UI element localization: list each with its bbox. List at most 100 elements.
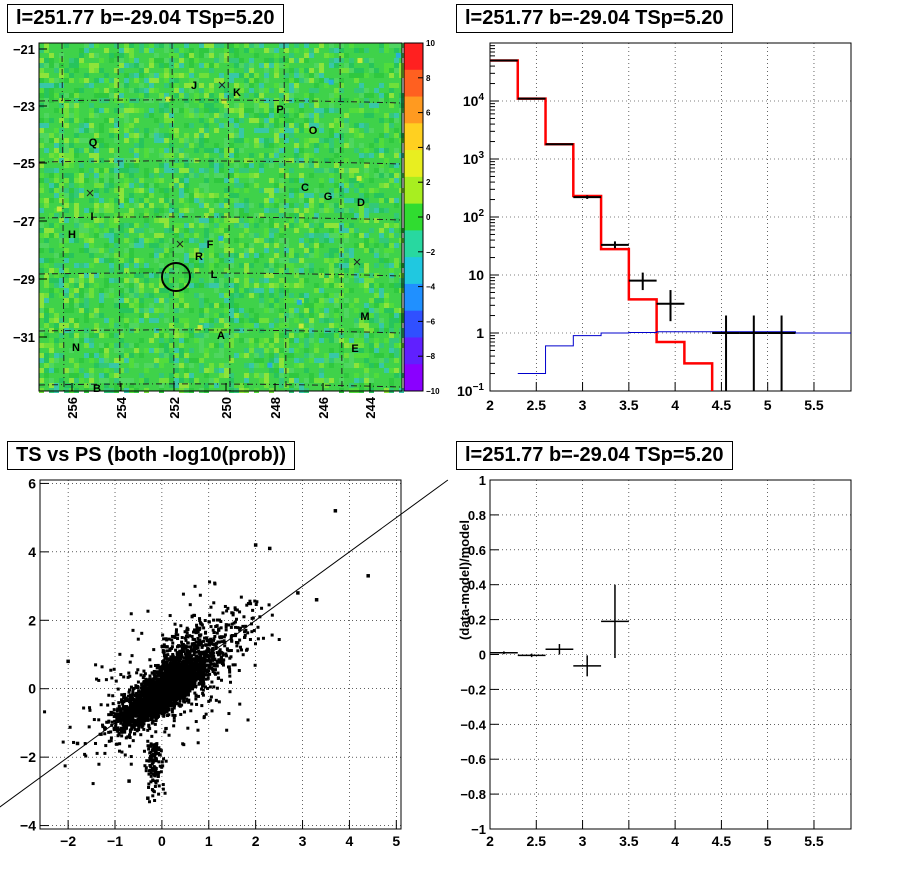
scatter-point [97,678,101,682]
scatter-point [119,721,123,725]
scatter-point [148,727,152,731]
scatter-point [255,600,259,604]
scatter-point [161,699,165,703]
scatter-point [196,741,200,745]
scatter-point [170,675,174,679]
scatter-point [217,650,221,654]
skymap-source-marker [176,240,184,248]
scatter-point [117,749,121,753]
scatter-point [154,759,158,763]
scatter-point [222,639,226,643]
scatter-point [146,739,150,743]
scatter-point [155,670,159,674]
scatter-point [244,624,248,628]
scatter-point [133,732,137,736]
scatter-point [110,720,114,724]
scatter-point [126,675,130,679]
skymap-grid-line [38,383,403,388]
scatter-point [152,790,156,794]
scatter-point [82,706,86,710]
scatter-point [184,644,188,648]
scatter-point [156,694,160,698]
scatter-point [115,718,119,722]
scatter-point [193,659,197,663]
scatter-point [198,651,202,655]
scatter-point [172,686,176,690]
scatter-point [196,668,200,672]
scatter-point [177,696,181,700]
scatter-point [181,693,185,697]
scatter-point [94,741,98,745]
scatter-point [160,672,164,676]
skymap-source-marker [353,258,361,266]
scatter-point [149,700,153,704]
scatter-point [116,712,120,716]
colorbar-tick-label: −10 [426,387,440,396]
scatter-point [104,678,108,682]
scatter-point [139,673,143,677]
scatter-point [182,664,186,668]
scatter-point [202,639,206,643]
scatter-point [101,723,105,727]
scatter-point [232,621,236,625]
scatter-point [250,616,254,620]
scatter-point [153,664,157,668]
scatter-point [134,684,138,688]
scatter-point [128,733,132,737]
scatter-point [197,677,201,681]
scatter-point [153,682,157,686]
scatter-point [143,702,147,706]
scatter-point [154,772,158,776]
scatter-point [165,660,169,664]
scatter-point [149,664,153,668]
scatter-point [196,663,200,667]
scatter-point [184,634,188,638]
scatter-point [200,640,204,644]
scatter-point [131,705,135,709]
scatter-point [186,635,190,639]
scatter-point [141,716,145,720]
scatter-point [154,719,158,723]
scatter-point [192,680,196,684]
scatter-point [121,705,125,709]
scatter-point [130,723,134,727]
scatter-point [131,628,135,632]
skymap-ytick-label: −25 [13,156,35,171]
scatter-point [124,715,128,719]
scatter-xtick-label: 4 [346,833,354,849]
scatter-point [174,688,178,692]
scatter-point [173,701,177,705]
scatter-point [143,695,147,699]
scatter-point [184,666,188,670]
scatter-point [188,672,192,676]
scatter-point [239,595,243,599]
scatter-point [140,687,144,691]
scatter-point [193,691,197,695]
scatter-point [146,698,150,702]
scatter-point [181,668,185,672]
scatter-point [190,642,194,646]
scatter-point [138,693,142,697]
scatter-point [107,730,111,734]
scatter-point [212,630,216,634]
scatter-point [120,750,124,754]
scatter-point [248,599,252,603]
scatter-point [184,646,188,650]
scatter-point [221,653,225,657]
scatter-point [151,794,155,798]
scatter-point [270,633,274,637]
scatter-point [211,649,215,653]
scatter-point [206,647,210,651]
skymap-grid-line [117,42,121,392]
scatter-point [267,546,272,551]
scatter-point [170,670,174,674]
scatter-point [231,663,235,667]
scatter-point [136,703,140,707]
scatter-point [128,736,132,740]
scatter-point [211,658,215,662]
scatter-point [183,630,187,634]
scatter-point [153,770,157,774]
scatter-point [228,670,232,674]
scatter-point [186,693,190,697]
